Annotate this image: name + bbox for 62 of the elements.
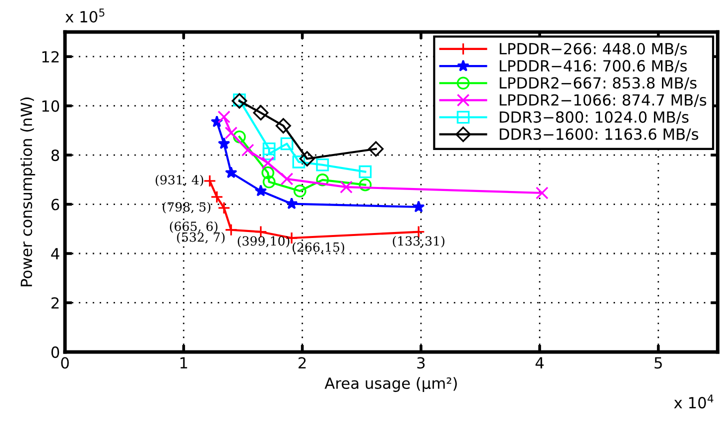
point	[262, 166, 274, 180]
point	[218, 137, 230, 150]
point	[241, 144, 254, 157]
point	[203, 174, 216, 188]
y-tick-label: 12	[42, 51, 59, 62]
x-axis-title: Area usage (μm²)	[324, 377, 457, 392]
point	[292, 156, 306, 168]
x-tick-label: 3	[417, 357, 425, 369]
point	[358, 165, 372, 178]
legend-label: DDR3−1600: 1163.6 MB/s	[500, 128, 698, 142]
legend-label: DDR3−800: 1024.0 MB/s	[500, 111, 689, 124]
point	[262, 156, 274, 170]
annotation: (931, 4)	[156, 174, 204, 186]
point	[276, 118, 292, 134]
legend-label: LPDDR2−667: 853.8 MB/s	[500, 77, 697, 90]
point	[253, 105, 268, 120]
annotation: (665, 6)	[170, 221, 218, 233]
x-tick-label: 4	[536, 357, 544, 368]
point	[210, 190, 224, 204]
x-tick-label: 0	[61, 357, 69, 369]
x-tick-label: 5	[654, 357, 662, 369]
point	[286, 197, 298, 210]
point	[262, 142, 276, 156]
y-tick-label: 2	[52, 297, 59, 309]
y-tick-label: 0	[51, 346, 60, 358]
y-tick-label: 8	[51, 150, 60, 162]
point	[294, 184, 306, 198]
y-tick-label: 10	[42, 100, 60, 112]
annotation: (798, 5)	[162, 202, 210, 214]
annotation: (532, 7)	[177, 232, 225, 244]
point	[536, 186, 548, 200]
text: x 10$^{4}$	[674, 394, 714, 408]
point	[280, 172, 294, 186]
point	[224, 126, 238, 140]
legend-label: LPDDR−266: 448.0 MB/s	[500, 42, 687, 56]
y-axis-title: Power consumption (nW)	[20, 98, 36, 286]
point	[218, 110, 230, 124]
point	[262, 175, 276, 188]
legend-label: LPDDR−416: 700.6 MB/s	[500, 60, 687, 73]
point	[225, 166, 238, 178]
point	[299, 151, 315, 166]
annotation: (133,31)	[392, 236, 444, 248]
point	[218, 202, 230, 214]
point	[262, 147, 276, 160]
point	[224, 223, 238, 236]
point	[412, 200, 425, 212]
x-tick-label: 2	[298, 357, 306, 368]
x-tick-label: 1	[180, 357, 188, 368]
point	[316, 174, 329, 186]
annotation: (266,15)	[292, 242, 344, 254]
legend-label: LPDDR2−1066: 874.7 MB/s	[500, 94, 706, 107]
annotation: (399,10)	[238, 236, 290, 248]
point	[368, 141, 384, 157]
point	[316, 158, 329, 172]
text: x 10$^{5}$	[65, 8, 104, 23]
y-tick-label: 4	[51, 248, 60, 260]
y-tick-label: 6	[51, 198, 60, 210]
point	[280, 137, 294, 150]
point	[340, 180, 353, 194]
point	[254, 184, 267, 196]
point	[233, 130, 246, 144]
point	[358, 178, 372, 192]
